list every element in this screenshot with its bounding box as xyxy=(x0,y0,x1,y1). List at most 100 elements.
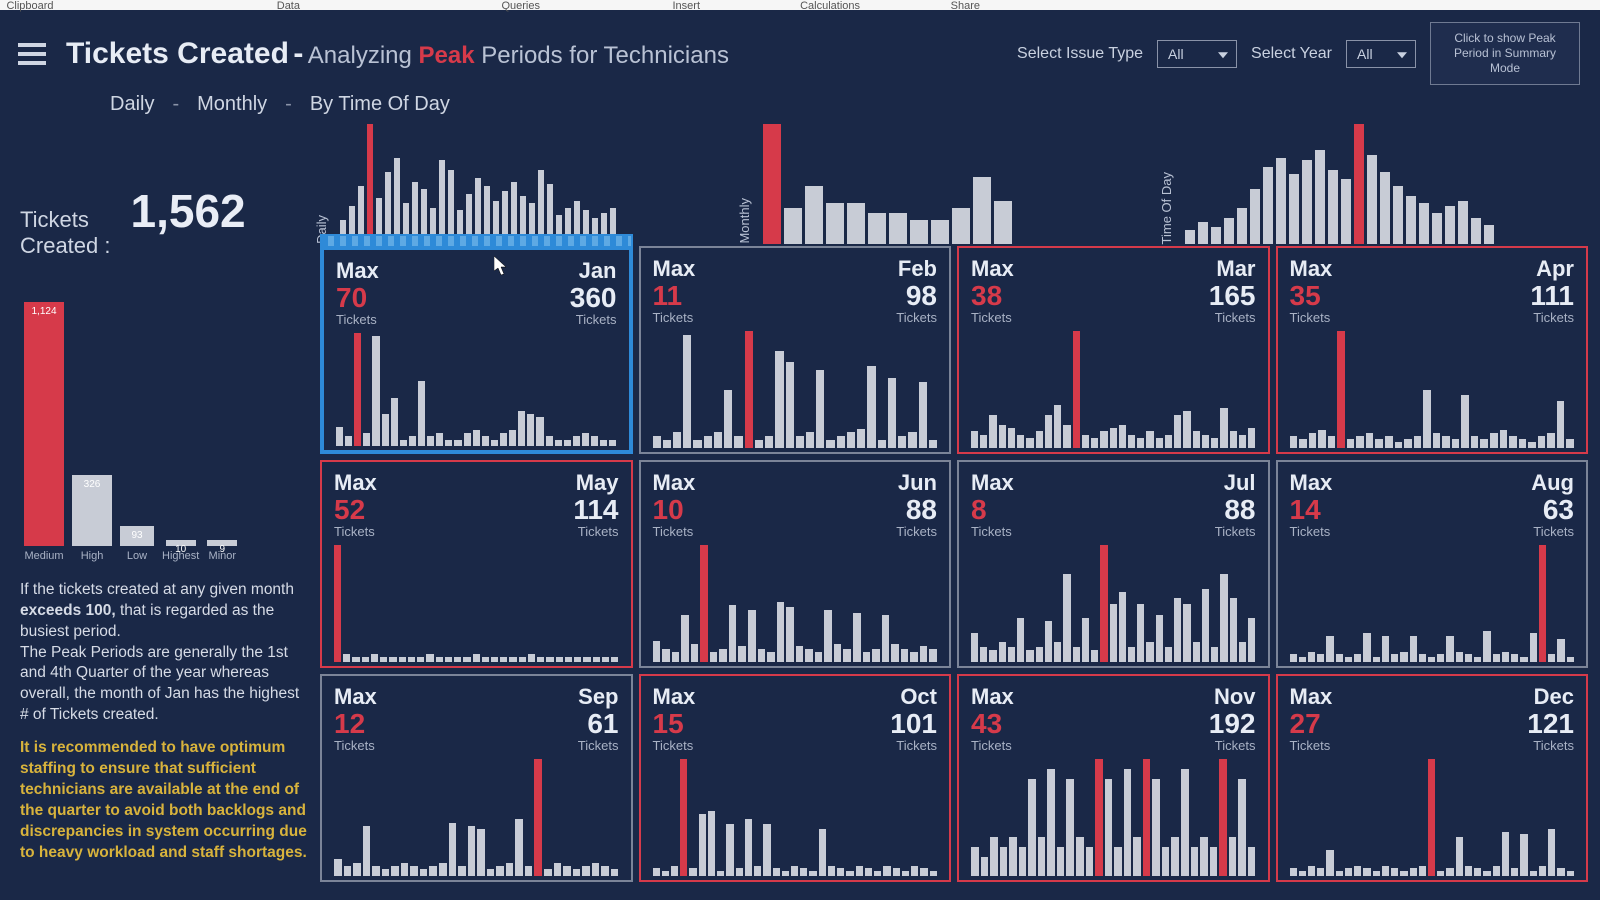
month-card-jul[interactable]: Max8TicketsJul88Tickets xyxy=(957,460,1270,668)
spark-bar xyxy=(1410,868,1417,876)
month-total: 165 xyxy=(1209,282,1256,310)
spark-bar xyxy=(1183,411,1190,448)
spark-bar xyxy=(663,440,671,448)
spark-bar xyxy=(1493,866,1500,876)
tab-monthly[interactable]: Monthly xyxy=(197,93,267,116)
month-card-aug[interactable]: Max14TicketsAug63Tickets xyxy=(1276,460,1589,668)
priority-bar[interactable]: 9Minor xyxy=(207,540,237,562)
spark-bar xyxy=(1095,759,1103,876)
overview-bar xyxy=(847,203,865,244)
overview-bars[interactable] xyxy=(1185,124,1494,244)
spark-bar xyxy=(901,649,909,662)
tickets-label: Tickets xyxy=(570,312,617,327)
tab-daily[interactable]: Daily xyxy=(110,93,154,116)
spark-bar xyxy=(426,654,433,662)
max-value: 12 xyxy=(334,710,377,738)
ribbon-tab[interactable]: Queries xyxy=(300,0,540,12)
spark-bar xyxy=(1162,847,1170,876)
month-sparkline xyxy=(1290,545,1575,662)
spark-bar xyxy=(380,657,387,662)
spark-bar xyxy=(1567,871,1574,876)
month-card-jun[interactable]: Max10TicketsJun88Tickets xyxy=(639,460,952,668)
spark-bar xyxy=(602,657,609,662)
overview-label: Monthly xyxy=(737,198,752,244)
spark-bar xyxy=(1410,636,1417,662)
spark-bar xyxy=(1382,866,1389,876)
ribbon-tab[interactable]: Clipboard xyxy=(0,0,60,12)
spark-bar xyxy=(1428,657,1435,662)
spark-bar xyxy=(719,649,727,662)
spark-bar xyxy=(653,868,660,876)
spark-bar xyxy=(429,866,437,876)
spark-bar xyxy=(573,436,580,446)
ribbon-tab[interactable]: Calculations xyxy=(700,0,860,12)
spark-bar xyxy=(400,440,407,446)
month-card-apr[interactable]: Max35TicketsApr111Tickets xyxy=(1276,246,1589,454)
peak-mode-button[interactable]: Click to show Peak Period in Summary Mod… xyxy=(1430,22,1580,85)
month-sparkline xyxy=(653,331,938,448)
overview-bars[interactable] xyxy=(763,124,1012,244)
spark-bar xyxy=(1395,442,1403,448)
spark-bar xyxy=(1026,650,1033,662)
spark-bar xyxy=(815,652,823,662)
spark-bar xyxy=(409,436,416,446)
ribbon-tab[interactable]: Insert xyxy=(540,0,700,12)
issue-type-dropdown[interactable]: All xyxy=(1157,40,1237,68)
ribbon-tab[interactable]: Data xyxy=(60,0,300,12)
priority-bar-label: Medium xyxy=(24,550,63,562)
spark-bar xyxy=(1317,868,1324,876)
spark-bar xyxy=(1143,759,1151,876)
spark-bar xyxy=(592,863,600,876)
spark-bar xyxy=(1238,779,1246,877)
overview-bar xyxy=(1367,155,1377,244)
month-card-mar[interactable]: Max38TicketsMar165Tickets xyxy=(957,246,1270,454)
hamburger-icon[interactable] xyxy=(18,43,46,65)
priority-bar[interactable]: 1,124Medium xyxy=(24,302,64,562)
month-card-oct[interactable]: Max15TicketsOct101Tickets xyxy=(639,674,952,882)
priority-bar[interactable]: 10Highest xyxy=(162,540,199,562)
spark-bar xyxy=(408,657,415,662)
spark-bar xyxy=(700,545,708,662)
month-card-nov[interactable]: Max43TicketsNov192Tickets xyxy=(957,674,1270,882)
spark-bar xyxy=(1171,837,1179,876)
spark-bar xyxy=(1539,545,1546,662)
kpi: Tickets Created : 1,562 xyxy=(20,184,310,260)
tickets-label: Tickets xyxy=(1215,524,1256,539)
month-card-sep[interactable]: Max12TicketsSep61Tickets xyxy=(320,674,633,882)
priority-bar[interactable]: 93Low xyxy=(120,526,154,562)
month-card-may[interactable]: Max52TicketsMay114Tickets xyxy=(320,460,633,668)
spark-bar xyxy=(1456,837,1463,876)
spark-bar xyxy=(1119,592,1126,662)
spark-bar xyxy=(1465,866,1472,876)
spark-bar xyxy=(1474,657,1481,662)
month-card-jan[interactable]: Max70TicketsJan360Tickets xyxy=(320,246,633,454)
spark-bar xyxy=(382,869,390,876)
spark-bar xyxy=(399,657,406,662)
overview-bars[interactable] xyxy=(340,124,616,244)
tickets-label: Tickets xyxy=(1290,310,1333,325)
spark-bar xyxy=(989,650,996,662)
spark-bar xyxy=(708,811,715,876)
spark-bar xyxy=(1437,654,1444,662)
month-card-dec[interactable]: Max27TicketsDec121Tickets xyxy=(1276,674,1589,882)
spark-bar xyxy=(736,868,743,876)
spark-bar xyxy=(609,440,616,446)
tab-timeofday[interactable]: By Time Of Day xyxy=(310,93,450,116)
priority-bar[interactable]: 326High xyxy=(72,475,112,562)
max-value: 10 xyxy=(653,496,696,524)
excel-ribbon: Clipboard Data Queries Insert Calculatio… xyxy=(0,0,1600,10)
spark-bar xyxy=(546,436,553,446)
month-card-feb[interactable]: Max11TicketsFeb98Tickets xyxy=(639,246,952,454)
page-title: Tickets Created xyxy=(66,37,289,70)
month-name: Mar xyxy=(1209,256,1256,282)
spark-bar xyxy=(745,331,753,448)
spark-bar xyxy=(1520,657,1527,662)
spark-bar xyxy=(611,869,619,876)
ribbon-tab[interactable]: Share xyxy=(860,0,980,12)
spark-bar xyxy=(1373,657,1380,662)
spark-bar xyxy=(506,863,514,876)
year-value: All xyxy=(1357,46,1373,62)
spark-bar xyxy=(990,837,998,876)
year-dropdown[interactable]: All xyxy=(1346,40,1416,68)
spark-bar xyxy=(1452,439,1460,448)
